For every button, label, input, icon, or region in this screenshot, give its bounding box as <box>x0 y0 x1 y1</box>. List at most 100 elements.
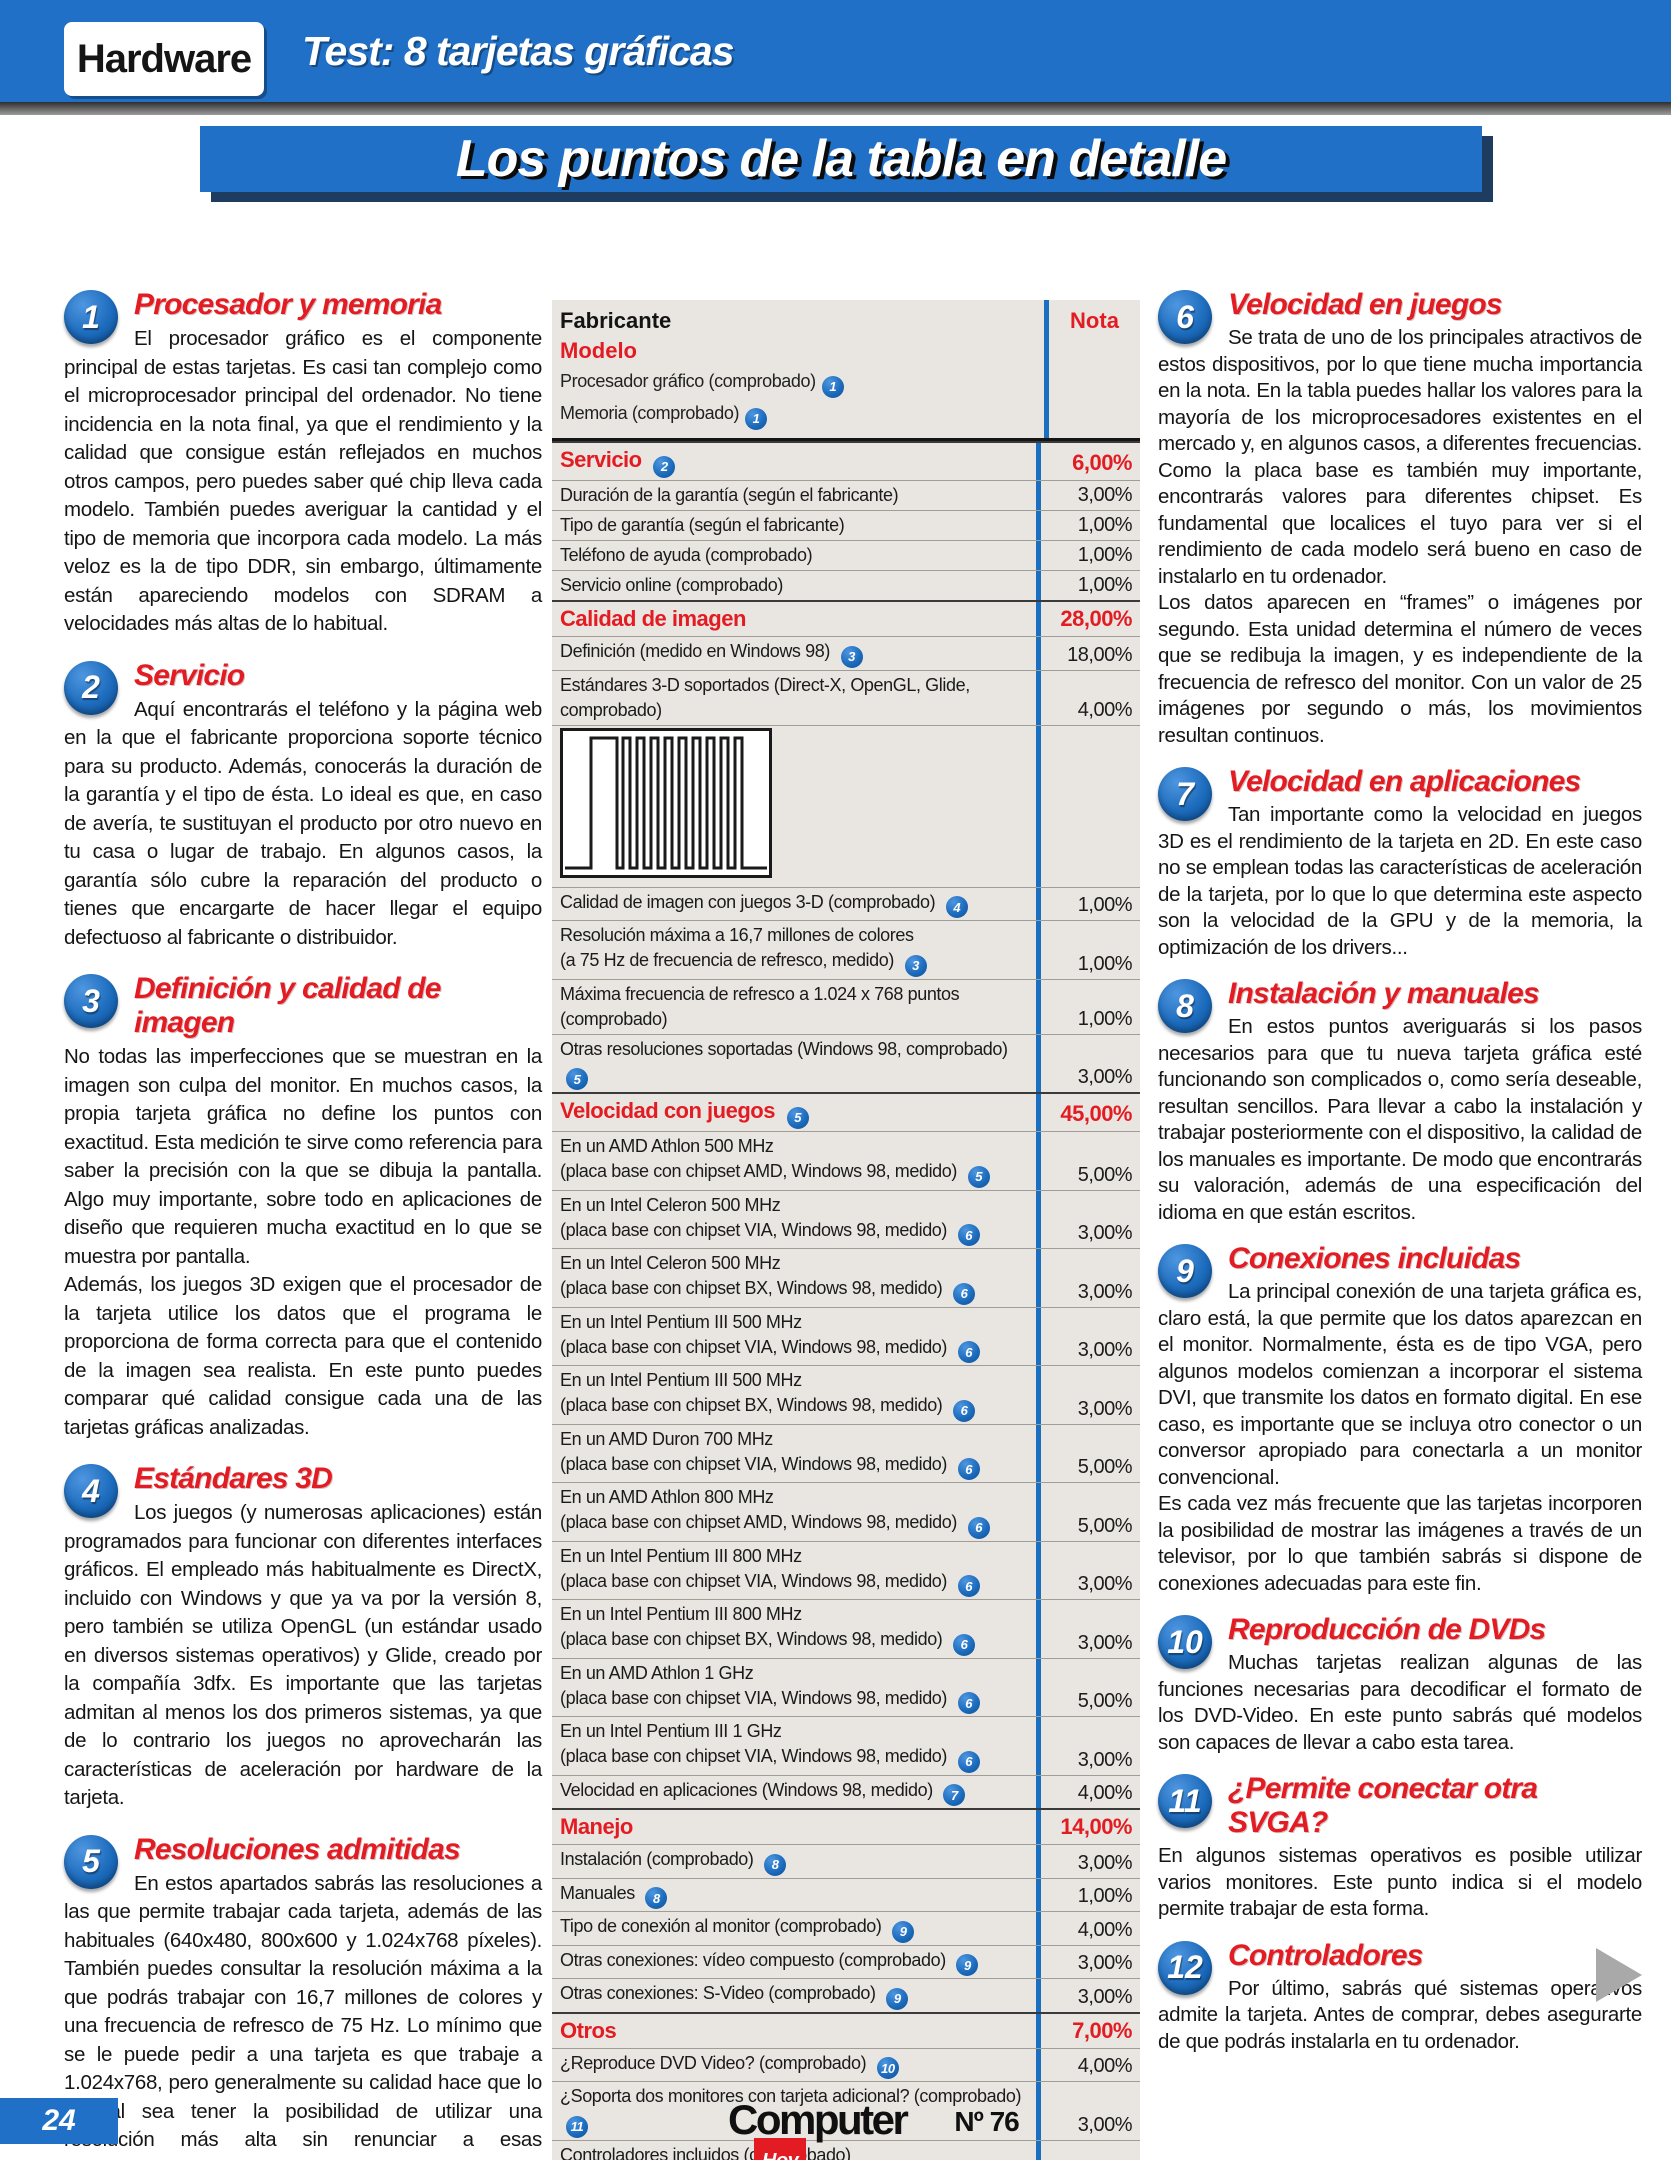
note-ref-badge: 6 <box>957 1224 980 1246</box>
row-label: Velocidad en aplicaciones (Windows 98, m… <box>552 1776 1036 1809</box>
section-title: Resoluciones admitidas <box>134 1832 461 1866</box>
row-nota-value: 3,00% <box>1036 481 1140 510</box>
row-nota-value <box>1036 2140 1140 2160</box>
page-title: Test: 8 tarjetas gráficas <box>302 27 735 74</box>
note-ref-badge: 11 <box>566 2115 588 2138</box>
table-row: Instalación (comprobado) 8 3,00% <box>552 1844 1140 1878</box>
row-label: Estándares 3-D soportados (Direct-X, Ope… <box>560 674 970 720</box>
row-label-line: (a 75 Hz de frecuencia de refresco, medi… <box>560 948 1028 977</box>
row-label: En un AMD Athlon 1 GHz (placa base con ch… <box>552 1659 1036 1717</box>
row-label-line: En un Intel Pentium III 1 GHz <box>560 1721 782 1741</box>
table-row: Manejo 14,00% <box>552 1808 1140 1844</box>
table-row: En un Intel Pentium III 500 MHz (placa ba… <box>552 1306 1140 1366</box>
row-nota-value: 3,00% <box>1036 1945 1140 1978</box>
table-row: Manuales 8 1,00% <box>552 1877 1140 1912</box>
section-number-badge: 1 <box>64 290 118 344</box>
row-nota-value: 1,00% <box>1036 511 1140 540</box>
row-label: En un Intel Pentium III 500 MHz (placa ba… <box>552 1366 1036 1424</box>
article-banner: Los puntos de la tabla en detalle <box>200 126 1482 192</box>
row-nota-value: 5,00% <box>1036 1132 1140 1190</box>
table-row: Otros 7,00% <box>552 2011 1140 2048</box>
row-label-line: En un AMD Athlon 1 GHz <box>560 1662 754 1683</box>
row-nota-value: 4,00% <box>1036 1912 1140 1945</box>
row-label: Servicio 2 <box>552 443 1036 480</box>
table-row: En un Intel Celeron 500 MHz (placa base c… <box>552 1248 1140 1307</box>
section-paragraph: Por último, sabrás qué sistemas operativ… <box>1158 1976 1642 2053</box>
table-row: En un Intel Pentium III 1 GHz (placa base… <box>552 1716 1140 1775</box>
section: 6 Velocidad en juegos Se trata de uno de l… <box>1158 288 1642 749</box>
row-label-line: (placa base con chipset AMD, Windows 98,… <box>560 1510 1028 1539</box>
table-row: En un AMD Athlon 800 MHz (placa base con … <box>552 1482 1140 1541</box>
row-nota-value: 1,00% <box>1036 571 1140 600</box>
section-number-badge: 2 <box>64 660 118 715</box>
row-nota-value: 4,00% <box>1036 670 1140 725</box>
table-header-block: Fabricante Modelo Procesador gráfico (comp… <box>552 300 1140 441</box>
right-text-column: 6 Velocidad en juegos Se trata de uno de l… <box>1158 288 1642 2071</box>
table-row: Otras conexiones: S-Video (comprobado) 9… <box>552 1978 1140 2012</box>
section-number-badge: 10 <box>1158 1615 1212 1669</box>
header-shadow-strip <box>0 102 1671 115</box>
note-ref-badge: 6 <box>957 1458 980 1480</box>
note-ref-badge: 3 <box>840 645 863 668</box>
row-label-line: En un AMD Athlon 500 MHz <box>560 1136 774 1156</box>
note-ref-badge: 7 <box>943 1784 966 1806</box>
note-ref-badge: 5 <box>967 1165 990 1188</box>
table-row: ¿Soporta dos monitores con tarjeta adici… <box>552 2081 1140 2140</box>
page-number-box: 24 <box>0 2098 118 2144</box>
section-paragraph: No todas las imperfecciones que se muest… <box>64 1045 542 1268</box>
table-row: En un AMD Duron 700 MHz (placa base con c… <box>552 1423 1140 1482</box>
row-label: En un Intel Pentium III 500 MHz (placa ba… <box>552 1308 1036 1366</box>
note-ref-badge: 3 <box>904 954 927 977</box>
row-label: Manuales 8 <box>552 1879 1036 1912</box>
row-label: En un Intel Celeron 500 MHz (placa base c… <box>552 1249 1036 1307</box>
resolution-test-pattern-image <box>552 726 1036 887</box>
note-ref-badge: 6 <box>967 1516 990 1539</box>
section-paragraph: Aquí encontrarás el teléfono y la página… <box>64 697 542 949</box>
table-row: ¿Reproduce DVD Video? (comprobado) 10 4,0… <box>552 2047 1140 2081</box>
row-label: Manejo <box>560 1814 633 1839</box>
row-nota-value: 1,00% <box>1036 1878 1140 1911</box>
table-row: Otras conexiones: vídeo compuesto (compr… <box>552 1944 1140 1978</box>
row-label-line: (placa base con chipset AMD, Windows 98,… <box>560 1159 1028 1188</box>
table-row: Velocidad en aplicaciones (Windows 98, m… <box>552 1774 1140 1809</box>
brand-wordmark: Computer Hoy <box>728 2098 909 2160</box>
table-row: En un AMD Athlon 1 GHz (placa base con ch… <box>552 1657 1140 1717</box>
note-ref-badge: 2 <box>653 456 676 478</box>
row-nota-value: 3,00% <box>1036 1034 1140 1092</box>
section-title: Estándares 3D <box>134 1462 333 1495</box>
top-header-bar <box>0 0 1671 102</box>
note-ref-badge: 9 <box>892 1920 915 1943</box>
section-title: ¿Permite conectar otra SVGA? <box>1228 1772 1538 1839</box>
section: 3 Definición y calidad de imagen No todas … <box>64 972 542 1442</box>
banner-title: Los puntos de la tabla en detalle <box>455 130 1227 188</box>
section: 8 Instalación y manuales En estos puntos a… <box>1158 977 1642 1226</box>
row-label: Servicio online (comprobado) <box>560 575 783 595</box>
section-number-badge: 7 <box>1158 767 1212 821</box>
table-row: En un AMD Athlon 500 MHz (placa base con … <box>552 1131 1140 1190</box>
issue-number: Nº 76 <box>954 2106 1019 2137</box>
row-label: En un Intel Pentium III 800 MHz (placa ba… <box>552 1600 1036 1658</box>
section-title: Definición y calidad de imagen <box>134 972 441 1039</box>
nota-column-header: Nota <box>1044 300 1140 438</box>
row-nota-value: 14,00% <box>1036 1810 1140 1844</box>
section: 4 Estándares 3D Los juegos (y numerosas ap… <box>64 1462 542 1813</box>
table-row <box>552 724 1140 887</box>
row-label-line: En un Intel Celeron 500 MHz <box>560 1253 781 1273</box>
row-label: En un Intel Pentium III 800 MHz (placa ba… <box>552 1542 1036 1600</box>
section-title: Velocidad en juegos <box>1228 288 1503 321</box>
section-paragraph: Muchas tarjetas realizan algunas de las … <box>1158 1651 1642 1754</box>
section: 7 Velocidad en aplicaciones Tan importante… <box>1158 765 1642 961</box>
row-nota-value: 28,00% <box>1036 602 1140 636</box>
section-number-badge: 8 <box>1158 979 1212 1033</box>
note-ref-badge: 10 <box>876 2057 899 2079</box>
section: 5 Resoluciones admitidas En estos apartado… <box>64 1833 542 2160</box>
table-row: Teléfono de ayuda (comprobado) 1,00% <box>552 540 1140 570</box>
section-title: Procesador y memoria <box>134 288 442 321</box>
section-paragraph: Los datos aparecen en “frames” o imágene… <box>1158 591 1642 747</box>
note-ref-badge: 6 <box>957 1692 980 1714</box>
row-nota-value: 3,00% <box>1036 2082 1140 2140</box>
table-row: Velocidad con juegos 5 45,00% <box>552 1092 1140 1131</box>
table-row: Servicio online (comprobado) 1,00% <box>552 570 1140 600</box>
row-label: Otros <box>560 2017 617 2043</box>
table-row: Tipo de garantía (según el fabricante) 1,… <box>552 510 1140 540</box>
